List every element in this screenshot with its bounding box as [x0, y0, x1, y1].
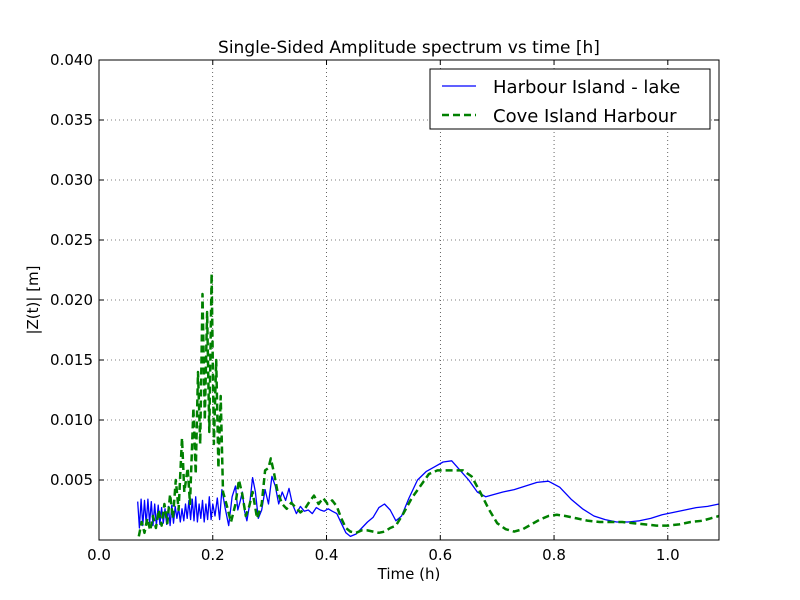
legend-label-harbour-island: Harbour Island - lake	[493, 77, 680, 98]
x-axis-label: Time (h)	[377, 565, 441, 583]
x-tick-label: 0.4	[315, 546, 339, 564]
x-tick-label: 0.8	[542, 546, 566, 564]
chart-title: Single-Sided Amplitude spectrum vs time …	[218, 38, 600, 58]
y-tick-label: 0.020	[50, 291, 93, 309]
y-tick-label: 0.040	[50, 51, 93, 69]
y-tick-label: 0.030	[50, 171, 93, 189]
y-tick-labels: 0.005 0.010 0.015 0.020 0.025 0.030 0.035 0.040	[50, 51, 93, 489]
x-tick-labels: 0.0 0.2 0.4 0.6 0.8 1.0	[87, 546, 680, 564]
y-tick-label: 0.025	[50, 231, 93, 249]
legend: Harbour Island - lake Cove Island Harbou…	[429, 68, 711, 130]
y-tick-label: 0.035	[50, 111, 93, 129]
y-tick-label: 0.015	[50, 351, 93, 369]
axis-ticks	[98, 59, 719, 540]
x-tick-label: 1.0	[656, 546, 680, 564]
y-axis-label: |Z(t)| [m]	[24, 265, 42, 334]
y-tick-label: 0.010	[50, 411, 93, 429]
series-line-cove-island	[137, 272, 720, 537]
series-line-harbour-island	[137, 460, 720, 538]
x-tick-label: 0.6	[428, 546, 452, 564]
legend-label-cove-island: Cove Island Harbour	[493, 106, 677, 127]
grid	[99, 60, 719, 540]
x-tick-label: 0.2	[201, 546, 225, 564]
y-tick-label: 0.005	[50, 471, 93, 489]
legend-frame	[429, 68, 711, 130]
x-tick-label: 0.0	[87, 546, 111, 564]
plot-lines	[137, 272, 720, 538]
